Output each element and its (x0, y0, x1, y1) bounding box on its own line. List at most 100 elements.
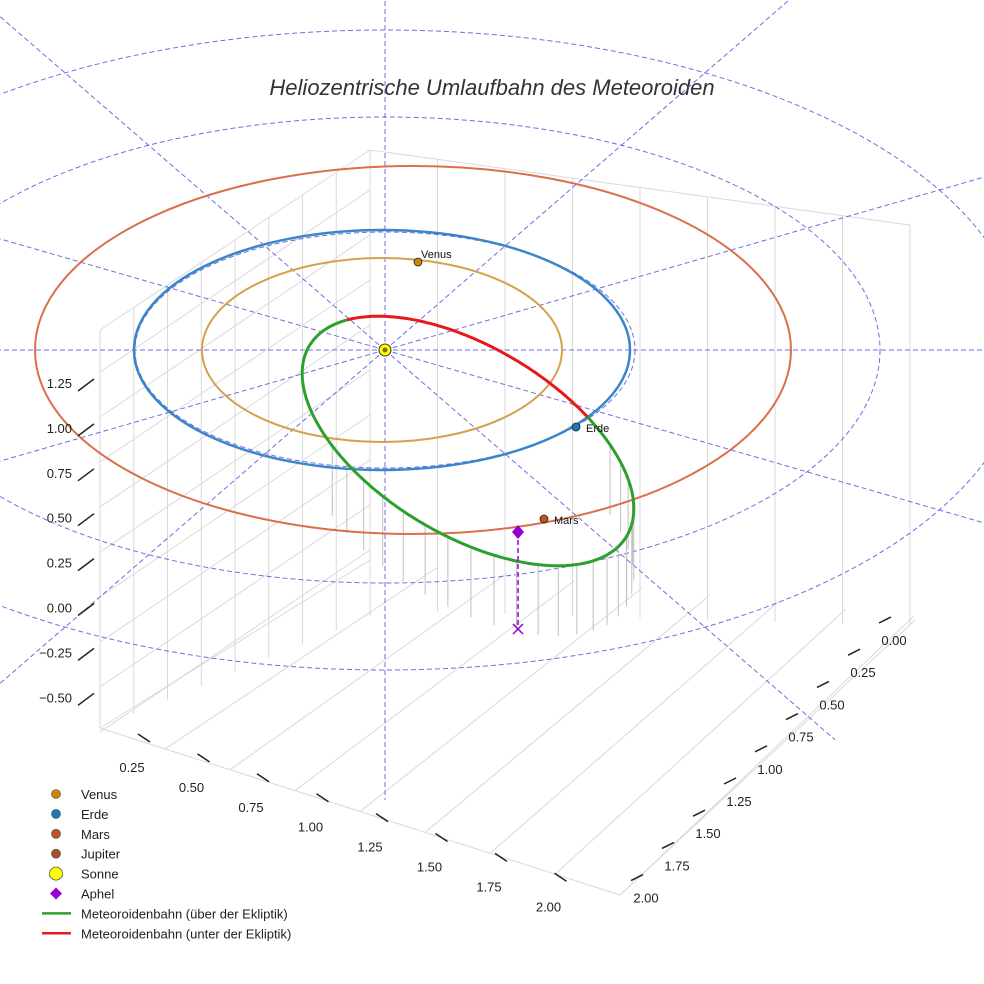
y-tick-mark (816, 680, 830, 689)
floor-grid-line (619, 615, 915, 896)
y-tick-label: 1.25 (726, 794, 751, 809)
x-tick-mark (494, 852, 508, 863)
x-tick-label: 0.50 (179, 780, 204, 795)
y-tick-mark (661, 841, 675, 850)
meteoroid-drop-lines (331, 444, 635, 636)
legend-item-5: Aphel (50, 887, 114, 902)
y-tick-mark (785, 712, 799, 721)
z-tick-label: 1.00 (47, 421, 72, 436)
legend-label: Aphel (81, 887, 114, 902)
orbit-venus (201, 257, 563, 443)
box-edge-4 (369, 149, 911, 226)
wall-grid-line (99, 414, 371, 598)
aphel-projection-marker (512, 623, 524, 635)
floor-grid-line (424, 594, 711, 833)
legend-symbol-dot (51, 848, 61, 859)
wall-grid-line (99, 369, 371, 553)
planet-label-venus: Venus (421, 249, 452, 261)
ecliptic-spoke-7 (0, 238, 386, 351)
x-tick-mark (375, 812, 389, 823)
y-tick-label: 1.00 (757, 762, 782, 777)
y-tick-label: 0.75 (788, 730, 813, 745)
legend-item-1: Erde (51, 807, 108, 822)
y-tick-mark (754, 745, 768, 753)
planet-label-mars: Mars (554, 515, 579, 527)
aphel-marker (512, 525, 524, 539)
legend-label: Meteoroidenbahn (unter der Ekliptik) (81, 926, 291, 941)
y-tick-label: 0.00 (881, 633, 906, 648)
z-tick-mark (77, 557, 95, 572)
wall-grid-line (99, 504, 371, 688)
legend-label: Venus (81, 787, 118, 802)
z-tick-mark (77, 513, 95, 527)
axis-ticks: 1.25 1.00 0.75 0.50 0.25 0.00 −0.25 −0.50 0.25 0.… (39, 376, 907, 914)
x-tick-mark (554, 872, 567, 882)
floor-grid-line (164, 566, 439, 750)
ecliptic-polar-grid (0, 0, 984, 800)
z-tick-label: 0.25 (47, 556, 72, 571)
legend-label: Erde (81, 807, 108, 822)
planet-orbits (34, 165, 792, 535)
planet-mars (539, 514, 549, 524)
z-tick-label: 0.75 (47, 466, 72, 481)
wall-grid-line (99, 459, 371, 643)
y-tick-mark (692, 809, 706, 817)
legend-item-3: Jupiter (51, 847, 121, 862)
legend-symbol-sun (49, 866, 63, 881)
x-tick-label: 0.75 (238, 800, 263, 815)
y-tick-label: 0.50 (819, 697, 844, 712)
floor-grid-line (359, 587, 643, 812)
wall-grid-line (99, 549, 371, 733)
x-tick-mark (435, 832, 448, 843)
floor-grid-line (229, 573, 507, 771)
legend-item-2: Mars (51, 827, 110, 842)
y-tick-label: 0.25 (850, 665, 875, 680)
floor-grid-line (554, 608, 847, 875)
planet-venus (413, 257, 423, 267)
ecliptic-spoke-10 (384, 0, 790, 351)
x-tick-mark (137, 733, 151, 743)
z-tick-mark (77, 647, 95, 662)
markers: Venus Erde Mars (378, 249, 609, 635)
x-tick-mark (316, 793, 329, 803)
planet-erde (571, 422, 581, 432)
legend-symbol-dot (51, 789, 61, 799)
legend-label: Sonne (81, 867, 119, 882)
z-tick-label: 0.00 (47, 601, 72, 616)
z-tick-mark (77, 602, 95, 617)
wall-grid-line (99, 324, 371, 508)
z-tick-label: −0.25 (39, 645, 72, 660)
meteoroid-below-ecliptic (346, 314, 589, 418)
y-tick-label: 2.00 (633, 891, 658, 906)
x-tick-label: 1.00 (298, 820, 323, 835)
ecliptic-spoke-8 (0, 15, 386, 351)
x-tick-label: 1.75 (476, 879, 501, 894)
sun-core (382, 347, 388, 353)
wall-grid-line (99, 279, 371, 463)
legend-item-6: Meteoroidenbahn (über der Ekliptik) (42, 906, 288, 921)
x-tick-label: 1.25 (357, 840, 382, 855)
ecliptic-spoke-4 (0, 349, 386, 685)
ecliptic-spoke-2 (384, 349, 836, 741)
x-tick-label: 1.50 (417, 860, 442, 875)
y-tick-mark (723, 777, 737, 785)
floor-grid-line (294, 580, 575, 792)
y-tick-label: 1.50 (695, 826, 720, 841)
legend-symbol-dot (51, 828, 61, 839)
legend: Venus Erde Mars Jupiter Sonne Aphel Meteoroide… (42, 787, 291, 941)
legend-item-7: Meteoroidenbahn (unter der Ekliptik) (42, 926, 291, 941)
orbit-erde (132, 228, 632, 472)
legend-symbol-diamond (50, 887, 62, 900)
y-tick-mark (847, 648, 861, 656)
z-tick-mark (77, 378, 95, 392)
legend-item-0: Venus (51, 787, 118, 802)
legend-label: Jupiter (81, 847, 121, 862)
legend-label: Mars (81, 827, 110, 842)
orbit-mars (34, 165, 792, 535)
floor-grid-line (489, 601, 779, 854)
meteoroid-above-ecliptic (300, 318, 636, 568)
meteoroid-orbit (300, 314, 636, 568)
axis-box-grid (99, 149, 916, 896)
z-tick-label: 0.50 (47, 511, 72, 526)
